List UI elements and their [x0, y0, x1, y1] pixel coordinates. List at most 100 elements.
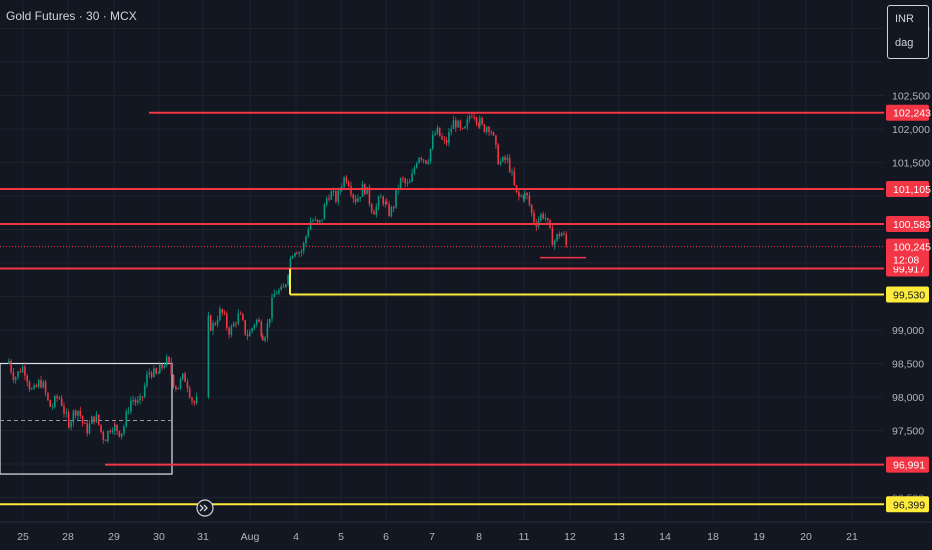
candle [395, 189, 397, 210]
candle [120, 433, 123, 440]
candle [380, 193, 382, 198]
candle [296, 251, 298, 255]
candle [268, 318, 271, 328]
candle [165, 354, 168, 368]
period-label: dag [895, 37, 914, 49]
candle [427, 158, 429, 166]
candle [553, 239, 556, 250]
price-tag-box [886, 104, 929, 121]
range-rectangle[interactable] [0, 362, 173, 475]
candle [511, 168, 513, 177]
candle [328, 194, 330, 202]
candle [118, 430, 121, 438]
candle [56, 394, 58, 402]
x-tick-label: 20 [800, 531, 812, 543]
x-tick-label: Aug [241, 531, 260, 543]
candle [70, 420, 72, 431]
y-tick-label: 98,000 [892, 392, 924, 404]
x-tick-label: 5 [338, 531, 344, 543]
candle [155, 367, 157, 375]
candle [411, 168, 413, 183]
candle [335, 189, 337, 204]
candle [488, 125, 490, 137]
candle [260, 319, 263, 339]
candle [193, 400, 196, 406]
candle [214, 321, 217, 326]
candle [237, 309, 240, 326]
price-tag-label: 96,991 [893, 460, 925, 472]
candle [81, 415, 84, 427]
candle [275, 290, 278, 295]
x-tick-label: 31 [197, 531, 209, 543]
candle [58, 395, 61, 400]
candle [216, 315, 219, 328]
candle [479, 115, 481, 129]
candle [530, 203, 533, 217]
candle [170, 357, 173, 378]
price-tags: 102,243101,105100,58399,91799,53096,9919… [886, 104, 931, 513]
candle [42, 379, 45, 389]
time-axis[interactable] [0, 522, 932, 550]
y-tick-label: 102,000 [892, 124, 930, 136]
candle [127, 407, 130, 415]
candle [242, 312, 244, 322]
candle [230, 324, 233, 338]
candle [97, 414, 100, 426]
x-tick-label: 18 [707, 531, 719, 543]
candle [551, 224, 554, 246]
candle [137, 396, 139, 406]
candle [386, 197, 388, 205]
candle [19, 368, 22, 373]
candle [175, 384, 177, 392]
candle [172, 374, 175, 390]
candle [478, 121, 480, 129]
candle [47, 392, 49, 402]
currency-label: INR [895, 13, 914, 25]
candle [40, 375, 42, 389]
candle [88, 419, 91, 435]
candle [86, 420, 88, 437]
candle [177, 387, 179, 390]
price-tag-label: 101,105 [893, 184, 931, 196]
candle [188, 385, 191, 399]
candle [499, 158, 502, 167]
candle [282, 283, 285, 288]
candle [357, 194, 359, 203]
chart-title: Gold Futures · 30 · MCX [6, 9, 137, 23]
scroll-to-realtime-button[interactable] [196, 499, 214, 517]
candle [116, 424, 118, 435]
candle [370, 202, 373, 215]
candle [302, 241, 305, 255]
candle [184, 371, 186, 383]
candle [471, 113, 473, 118]
range-box[interactable] [0, 362, 173, 475]
last-price-label: 100,245 [893, 242, 931, 254]
candle [65, 408, 68, 418]
x-tick-label: 29 [108, 531, 120, 543]
candle [223, 309, 226, 316]
candle [148, 368, 151, 378]
candle [31, 387, 33, 391]
candle [273, 289, 276, 298]
candle [54, 394, 56, 409]
candle [406, 178, 409, 187]
candle [497, 142, 499, 165]
candle [422, 158, 425, 164]
last-price-tag-box [886, 238, 929, 267]
candle [143, 382, 146, 399]
price-tag-box [886, 215, 929, 232]
x-tick-label: 19 [753, 531, 765, 543]
candle [212, 320, 214, 336]
candle [107, 430, 109, 443]
candle [93, 416, 95, 425]
candle [384, 199, 387, 208]
candle [79, 406, 82, 419]
candle [464, 126, 466, 129]
candle [235, 321, 237, 328]
currency-unit-box[interactable]: INR dag [887, 5, 929, 59]
candle [443, 135, 446, 145]
candle [485, 125, 488, 135]
candle [368, 184, 371, 207]
level-lines[interactable] [0, 111, 884, 506]
